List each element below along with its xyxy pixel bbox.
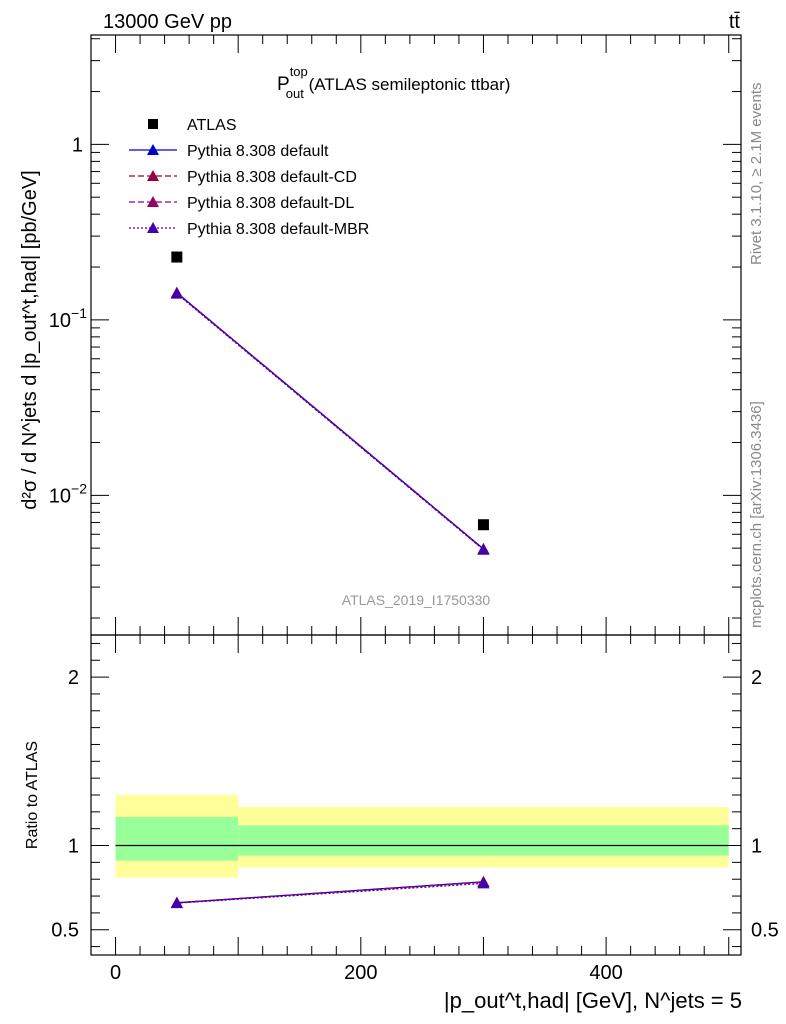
- source-label: mcplots.cern.ch [arXiv:1306.3436]: [748, 401, 765, 628]
- main-ytick-label: 10−1: [49, 305, 87, 332]
- ratio-frame: [90, 634, 742, 956]
- ratio-ytick-label-right: 2: [751, 667, 762, 689]
- ratio-panel: 0.5 0.5 1 1 2 2 0 200 400: [51, 634, 779, 984]
- legend-marker-mbr: [147, 222, 159, 233]
- ratio-ytick-label-right: 1: [751, 836, 762, 858]
- process-label: tt̄: [729, 11, 741, 33]
- legend-label-dl: Pythia 8.308 default-DL: [187, 195, 354, 212]
- ratio-xtick-label: 400: [589, 962, 622, 984]
- legend-label-cd: Pythia 8.308 default-CD: [187, 169, 357, 186]
- series-line-mbr: [176, 293, 484, 551]
- title-base: P: [277, 74, 290, 95]
- ratio-ytick-label-left: 1: [68, 836, 79, 858]
- energy-label: 13000 GeV pp: [103, 11, 232, 33]
- title-rest: (ATLAS semileptonic ttbar): [304, 75, 511, 94]
- ratio-line-mbr: [176, 882, 484, 904]
- title-sub: out: [286, 86, 304, 101]
- ratio-line-dl: [176, 881, 484, 904]
- legend-marker-dl: [147, 196, 159, 207]
- ratio-band-inner: [115, 816, 239, 861]
- legend-marker-cd: [147, 170, 159, 181]
- analysis-id: ATLAS_2019_I1750330: [342, 592, 491, 608]
- ratio-marker-mbr: [477, 877, 490, 889]
- ratio-marker-mbr: [170, 897, 183, 909]
- legend: ATLAS Pythia 8.308 default Pythia 8.308 de…: [129, 117, 369, 238]
- main-panel: ATLAS Pythia 8.308 default Pythia 8.308 de…: [49, 34, 742, 636]
- marker-atlas-data: [171, 251, 183, 263]
- legend-label-data: ATLAS: [187, 117, 237, 134]
- legend-label-mbr: Pythia 8.308 default-MBR: [187, 221, 369, 238]
- ratio-ytick-label-left: 0.5: [51, 920, 79, 942]
- main-ytick-label: 1: [72, 134, 83, 156]
- title-sup: top: [290, 64, 308, 79]
- ratio-ytick-label-right: 0.5: [751, 920, 779, 942]
- marker-atlas-data: [477, 519, 489, 531]
- main-ytick-label: 10−2: [49, 480, 87, 507]
- ratio-xlabel: |p_out^t,had| [GeV], N^jets = 5: [444, 988, 742, 1013]
- ratio-plot-marks: [170, 875, 490, 909]
- plot-title: Ptop out (ATLAS semileptonic ttbar): [277, 64, 510, 101]
- main-ylabel: d²σ / d N^jets d |p_out^t,had| [pb/GeV]: [19, 170, 41, 509]
- ratio-band-inner: [238, 825, 729, 856]
- ratio-ytick-label-left: 2: [68, 667, 79, 689]
- legend-marker-default: [147, 144, 159, 155]
- main-axis-ticks: 1 10−1 10−2: [49, 35, 741, 635]
- legend-label-default: Pythia 8.308 default: [187, 143, 329, 160]
- ratio-bands: [115, 795, 729, 878]
- ratio-xtick-label: 200: [344, 962, 377, 984]
- series-line-dl: [176, 292, 484, 550]
- main-plot-marks: [170, 251, 490, 555]
- marker-mbr: [170, 287, 183, 299]
- marker-mbr: [477, 543, 490, 555]
- ratio-axis-ticks: 0.5 0.5 1 1 2 2 0 200 400: [51, 635, 779, 984]
- legend-marker-data: [148, 119, 158, 129]
- ratio-xtick-label: 0: [110, 962, 121, 984]
- ratio-ylabel: Ratio to ATLAS: [24, 741, 41, 849]
- rivet-label: Rivet 3.1.10, ≥ 2.1M events: [748, 83, 765, 266]
